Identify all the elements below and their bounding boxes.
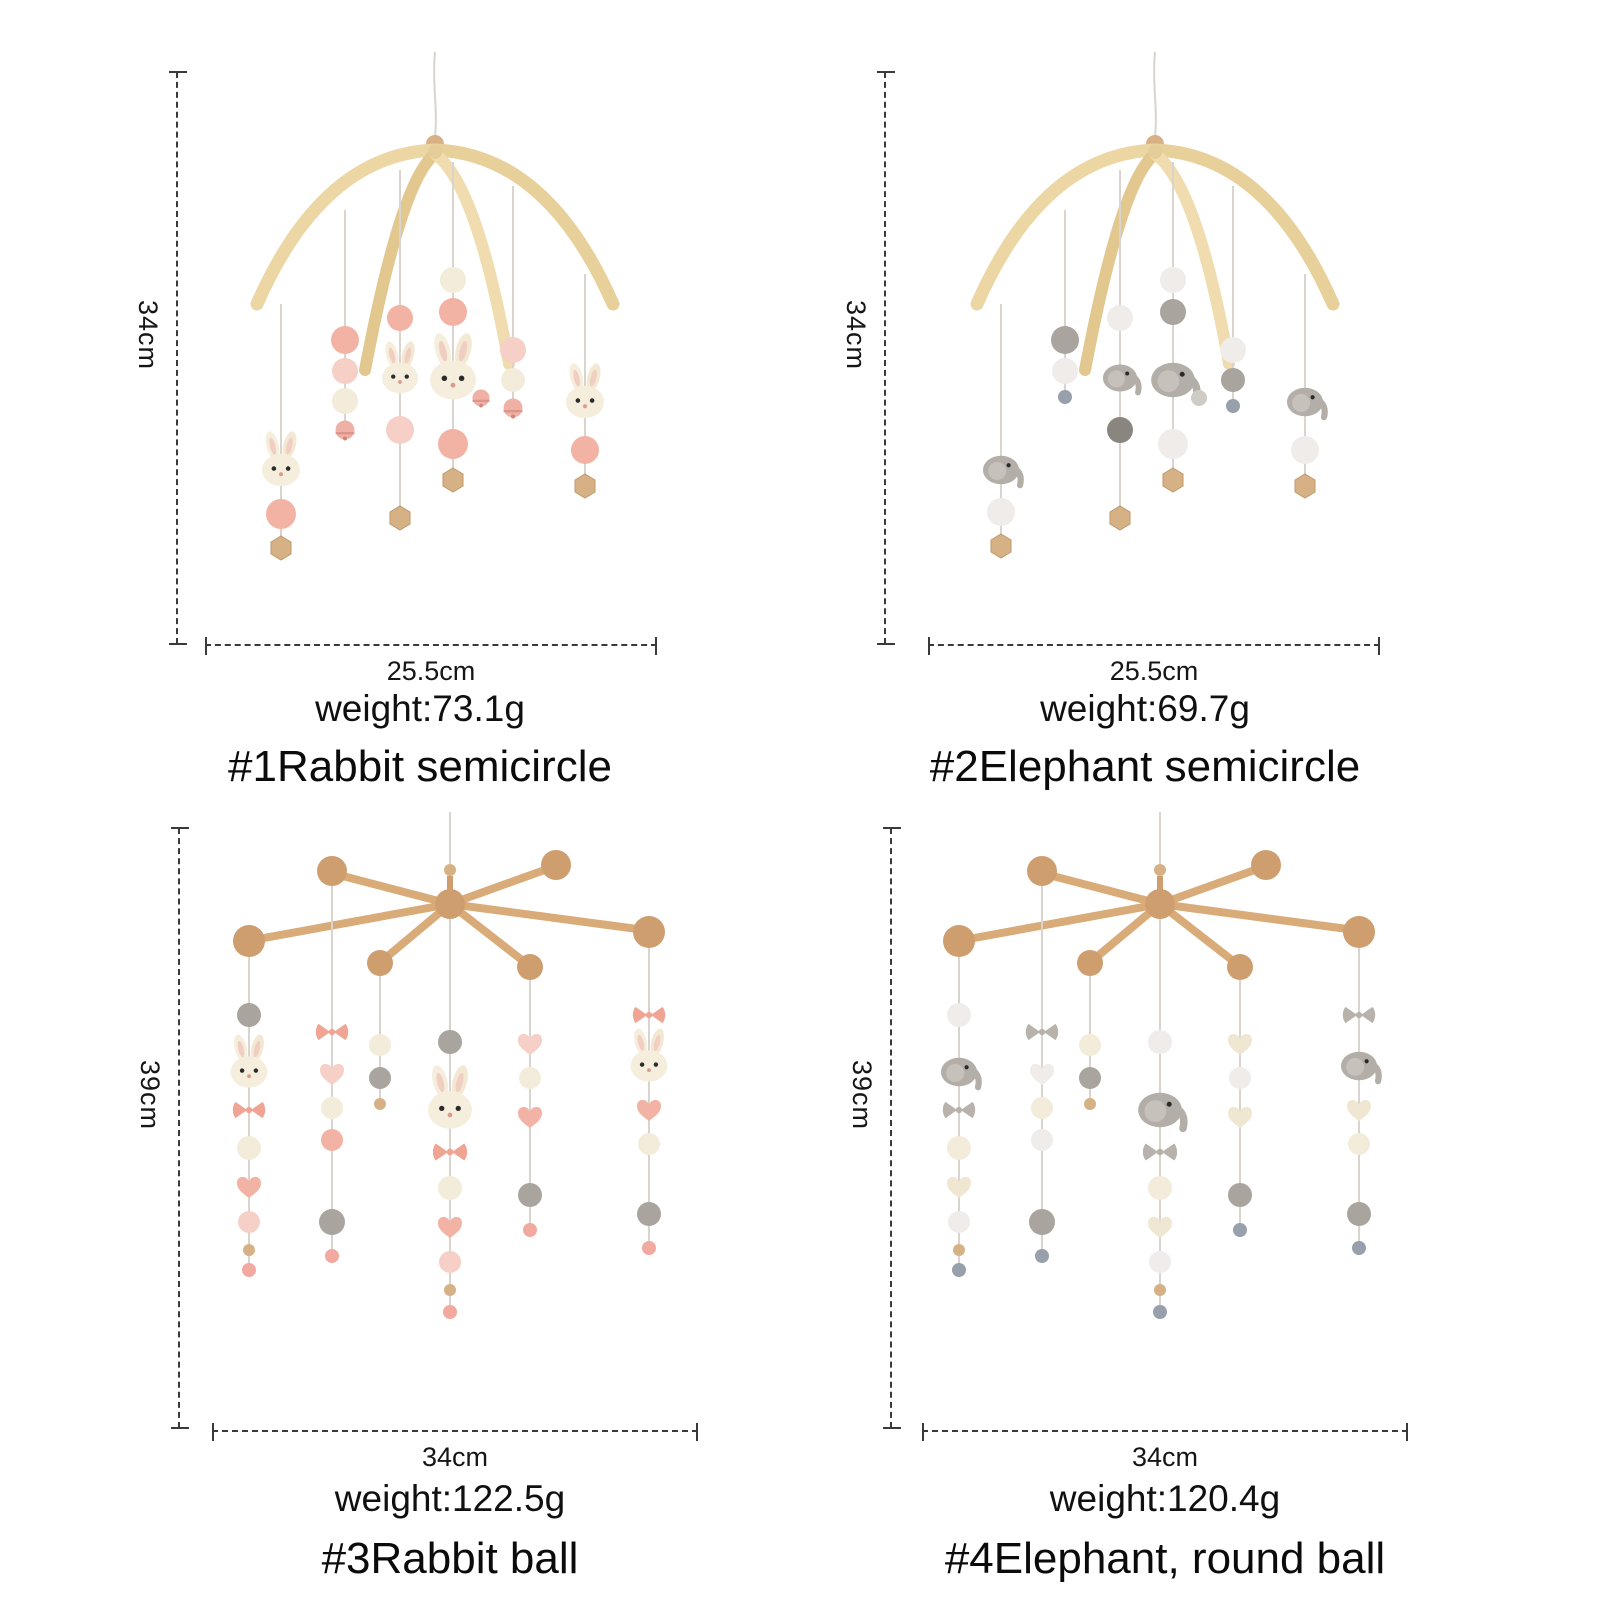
product-weight: weight:69.7g [1040, 688, 1250, 729]
width-dimension-line [205, 637, 657, 655]
height-dimension-line [883, 827, 901, 1429]
hanging-string [1151, 162, 1207, 493]
product-panel-2: 34cm 25.5cm weight:69.7g #2Elephant semi… [800, 0, 1600, 800]
hanging-string [369, 976, 391, 1110]
product-panel-1: 34cm 25.5cm weight:73.1g #1Rabbit semici… [0, 0, 800, 800]
hanging-string [1079, 976, 1101, 1110]
width-dimension-line [922, 1423, 1408, 1441]
product-title: #2Elephant semicircle [929, 742, 1361, 791]
height-dimension-label: 39cm [847, 1060, 877, 1131]
cross-rod-frame [233, 850, 665, 980]
hanging-string [230, 957, 268, 1277]
hanging-string [1051, 210, 1079, 404]
hanging-string [262, 304, 300, 561]
product-weight: weight:120.4g [1049, 1478, 1281, 1519]
product-panel-3: 39cm 34cm weight:122.5g #3Rabbit ball [0, 800, 800, 1600]
height-dimension-line [877, 71, 895, 645]
product-weight: weight:122.5g [334, 1478, 566, 1519]
hanging-string [430, 162, 490, 493]
width-dimension-label: 34cm [421, 1442, 489, 1472]
width-dimension-label: 25.5cm [386, 656, 476, 686]
cross-rod-frame [943, 850, 1375, 980]
arch-frame [970, 143, 1340, 376]
hanging-string [1138, 919, 1184, 1319]
hanging-string [983, 304, 1021, 559]
hanging-string [1287, 274, 1325, 499]
height-dimension-line [169, 71, 187, 645]
width-dimension-line [212, 1423, 698, 1441]
rabbit-semicircle-mobile-photo [250, 51, 620, 561]
width-dimension-label: 25.5cm [1109, 656, 1199, 686]
product-weight: weight:73.1g [315, 688, 525, 729]
hanging-string [1025, 886, 1059, 1263]
arch-frame [250, 143, 620, 376]
product-title: #4Elephant, round ball [944, 1534, 1386, 1583]
hanging-string [500, 186, 526, 419]
hanging-string [1103, 170, 1139, 531]
elephant-ball-mobile-photo [895, 812, 1415, 1319]
hanging-string [1341, 948, 1379, 1255]
height-dimension-line [171, 827, 189, 1429]
hanging-string [1220, 186, 1246, 413]
width-dimension-label: 34cm [1131, 1442, 1199, 1472]
product-title: #1Rabbit semicircle [228, 742, 612, 791]
hanging-string [331, 210, 359, 441]
height-dimension-label: 34cm [133, 300, 163, 371]
height-dimension-label: 39cm [135, 1060, 165, 1131]
height-dimension-label: 34cm [841, 300, 871, 371]
product-panel-4: 39cm 34cm weight:120.4g #4Elephant, roun… [800, 800, 1600, 1600]
hanging-string [566, 274, 604, 499]
hanging-string [1228, 980, 1252, 1237]
product-title: #3Rabbit ball [321, 1534, 579, 1583]
width-dimension-line [928, 637, 1380, 655]
hanging-string [630, 948, 668, 1255]
hanging-string [518, 980, 542, 1237]
hanging-string [382, 170, 418, 531]
rabbit-ball-mobile-photo [230, 812, 668, 1319]
hanging-string [941, 957, 979, 1277]
hanging-string [315, 886, 349, 1263]
elephant-semicircle-mobile-photo [970, 51, 1340, 559]
hanging-string [428, 919, 472, 1319]
